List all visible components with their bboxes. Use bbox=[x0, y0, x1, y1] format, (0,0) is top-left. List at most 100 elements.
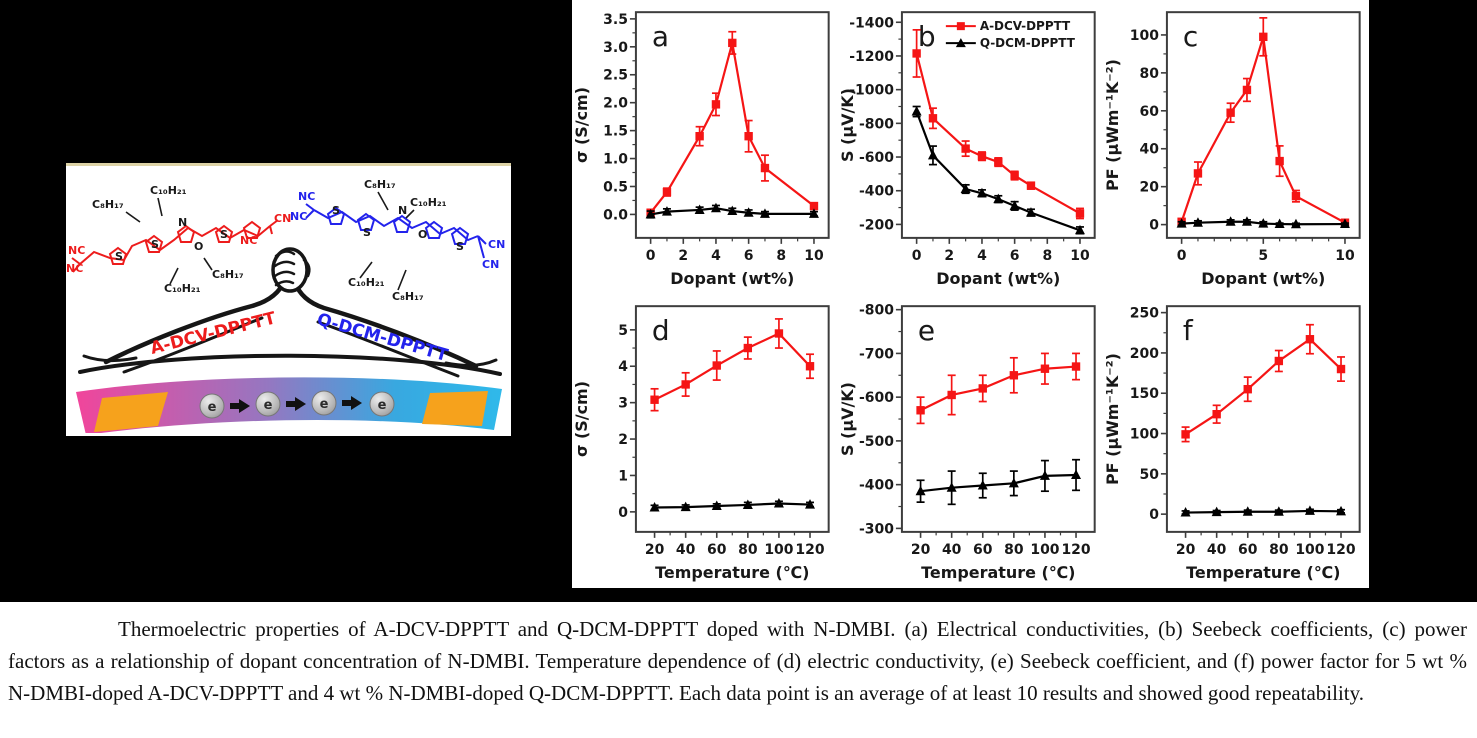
electrode-left bbox=[94, 392, 168, 432]
data-point bbox=[645, 208, 656, 219]
nitrile-label: NC bbox=[68, 244, 85, 257]
y-axis-label: PF (μWm⁻¹K⁻²) bbox=[1103, 59, 1122, 191]
chart-b-seebeck-vs-dopant: 0 2 4 6 8 10 -1400 -1200 -1000 -800 -600 -400 -200 Do… bbox=[838, 11, 1096, 288]
data-point bbox=[1340, 218, 1351, 229]
y-tick-label: 0.0 bbox=[603, 207, 628, 223]
y-tick-label: -300 bbox=[859, 521, 894, 537]
electron-symbol: e bbox=[208, 400, 217, 415]
x-tick-label: 60 bbox=[707, 542, 727, 558]
y-tick-label: 80 bbox=[1140, 66, 1160, 82]
x-tick-label: 80 bbox=[738, 542, 758, 558]
atom-label: O bbox=[418, 228, 427, 241]
alkyl-label: C₈H₁₇ bbox=[392, 290, 424, 303]
electron-symbol: e bbox=[378, 398, 387, 413]
data-point bbox=[1292, 191, 1301, 201]
x-tick-label: 6 bbox=[1009, 248, 1019, 264]
electron-icon bbox=[311, 390, 337, 416]
atom-label: S bbox=[115, 250, 123, 263]
x-axis-label: Temperature (℃) bbox=[655, 563, 809, 582]
x-axis-label: Dopant (wt%) bbox=[936, 269, 1060, 288]
data-point bbox=[681, 380, 690, 389]
y-tick-label: -1200 bbox=[849, 49, 894, 65]
y-tick-label: 1 bbox=[618, 468, 628, 484]
figure-panel: C₈H₁₇ C₁₀H₂₁ C₁₀H₂₁ C₈H₁₇ NC NC NC CN S … bbox=[0, 0, 1477, 602]
data-point bbox=[1075, 209, 1084, 218]
x-axis-label: Temperature (℃) bbox=[1186, 563, 1340, 582]
series-A-DCV-DPPTT bbox=[912, 29, 1084, 220]
data-point bbox=[1025, 207, 1036, 217]
graphical-abstract: C₈H₁₇ C₁₀H₂₁ C₁₀H₂₁ C₈H₁₇ NC NC NC CN S … bbox=[66, 163, 511, 436]
y-axis-label: σ (S/cm) bbox=[572, 87, 591, 163]
q-dcm-dpptt-structure: C₈H₁₇ C₁₀H₂₁ C₁₀H₂₁ C₈H₁₇ NC NC CN CN S … bbox=[290, 178, 505, 303]
data-point bbox=[977, 480, 988, 490]
y-tick-label: 0.5 bbox=[603, 179, 628, 195]
data-point bbox=[760, 163, 770, 173]
data-point bbox=[661, 206, 672, 216]
data-point bbox=[927, 149, 938, 160]
data-point bbox=[743, 207, 754, 217]
series-A-DCV-DPPTT bbox=[916, 352, 1080, 425]
alkyl-label: C₁₀H₂₁ bbox=[164, 282, 201, 295]
figure-caption: Thermoelectric properties of A-DCV-DPPTT… bbox=[0, 602, 1477, 738]
nitrile-label: NC bbox=[298, 190, 315, 203]
data-point bbox=[978, 384, 987, 393]
series-Q-DCM-DPPTT bbox=[1180, 505, 1347, 517]
x-tick-label: 0 bbox=[646, 248, 656, 264]
data-point bbox=[992, 193, 1003, 204]
y-tick-label: 1.0 bbox=[603, 152, 628, 168]
y-tick-label: 200 bbox=[1130, 346, 1159, 362]
atom-label: S bbox=[220, 228, 228, 241]
axes-box bbox=[634, 305, 830, 533]
data-point bbox=[1243, 85, 1252, 95]
data-point bbox=[1212, 409, 1222, 419]
y-tick-label: 3.5 bbox=[603, 12, 628, 28]
series-A-DCV-DPPTT bbox=[1181, 323, 1346, 443]
y-tick-label: -600 bbox=[859, 390, 894, 406]
y-tick-label: 60 bbox=[1140, 104, 1160, 120]
data-point bbox=[1193, 217, 1204, 227]
nitrile-label: NC bbox=[240, 234, 257, 247]
data-point bbox=[1039, 470, 1050, 480]
data-point bbox=[1274, 218, 1285, 229]
series-Q-DCM-DPPTT bbox=[649, 497, 816, 512]
x-tick-label: 10 bbox=[1336, 248, 1356, 264]
y-tick-label: 250 bbox=[1130, 306, 1159, 322]
y-tick-label: 4 bbox=[618, 359, 628, 375]
chart-a-conductivity-vs-dopant: 0 2 4 6 8 10 0.0 0.5 1.0 1.5 2.0 2.5 3.0 3.5 Dopant (w… bbox=[572, 11, 830, 288]
y-tick-label: -200 bbox=[859, 217, 894, 233]
y-tick-label: 2.5 bbox=[603, 68, 628, 84]
y-tick-label: 1.5 bbox=[603, 124, 628, 140]
data-point bbox=[711, 100, 721, 109]
data-point bbox=[912, 49, 921, 58]
data-point bbox=[1242, 216, 1253, 226]
x-tick-label: 8 bbox=[776, 248, 786, 264]
panel-letter: e bbox=[918, 314, 935, 347]
y-tick-label: -600 bbox=[859, 150, 894, 166]
y-tick-label: -400 bbox=[859, 478, 894, 494]
atom-label: S bbox=[363, 226, 371, 239]
x-tick-label: 20 bbox=[1176, 542, 1196, 558]
x-tick-label: 4 bbox=[711, 248, 721, 264]
y-tick-label: 0 bbox=[618, 505, 628, 521]
data-point bbox=[773, 497, 784, 508]
chart-d-conductivity-vs-temperature: 20 40 60 80 100 120 0 1 2 3 4 5 Temperature (℃) σ (S/… bbox=[572, 305, 830, 582]
data-point bbox=[1291, 218, 1302, 229]
y-tick-label: 5 bbox=[618, 323, 628, 339]
data-point bbox=[960, 183, 971, 194]
y-tick-label: 150 bbox=[1130, 386, 1159, 402]
panel-letter: d bbox=[652, 314, 670, 347]
y-tick-label: 100 bbox=[1130, 427, 1159, 443]
data-point bbox=[728, 38, 737, 48]
y-tick-label: 0 bbox=[1150, 218, 1160, 234]
x-tick-label: 0 bbox=[911, 248, 921, 264]
arm-wrestling-illustration bbox=[78, 247, 502, 378]
data-point bbox=[759, 208, 770, 218]
data-point bbox=[1009, 371, 1018, 380]
y-axis-label: σ (S/cm) bbox=[572, 381, 591, 457]
y-axis-label: S (μV/K) bbox=[838, 88, 857, 162]
data-point bbox=[742, 499, 753, 509]
x-tick-label: 100 bbox=[1030, 542, 1059, 558]
data-point bbox=[976, 187, 987, 198]
data-point bbox=[1275, 156, 1285, 166]
